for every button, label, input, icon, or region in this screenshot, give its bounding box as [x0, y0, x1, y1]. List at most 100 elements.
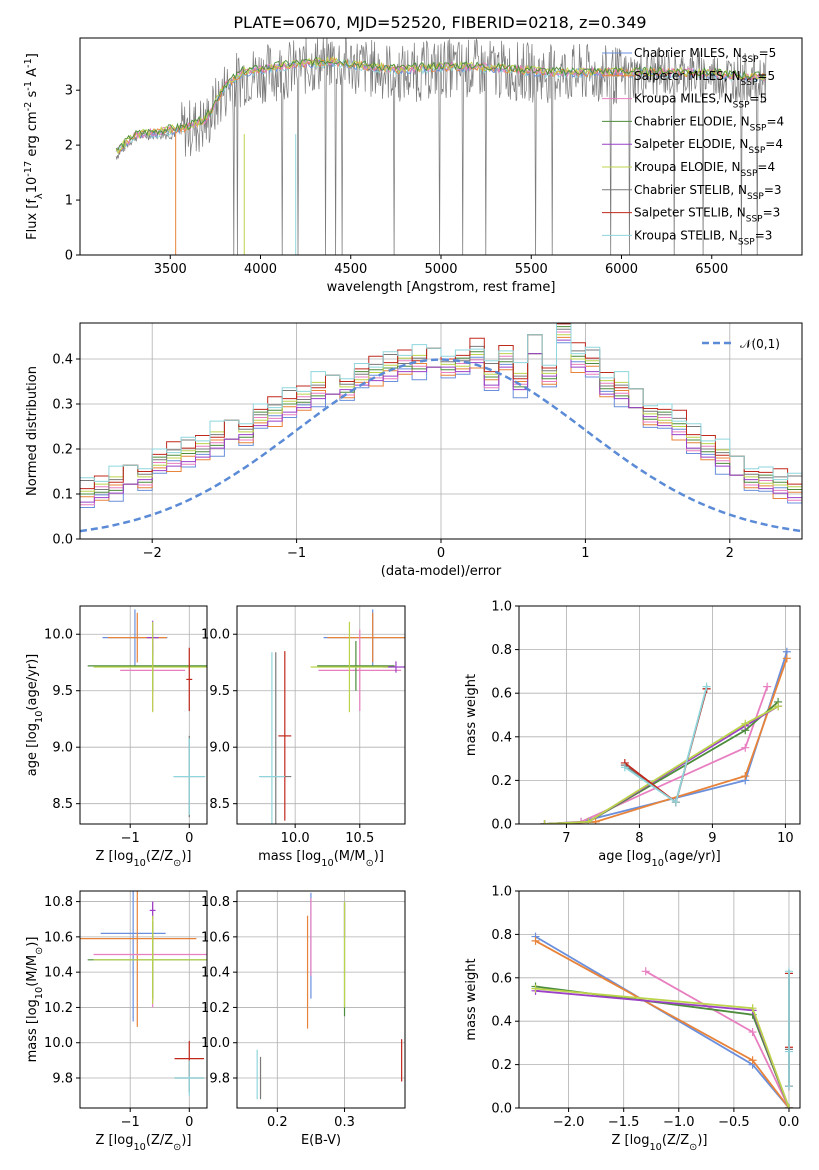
x-tick-label: 1	[581, 546, 589, 561]
x-tick-label: −1	[121, 831, 140, 846]
model-spectrum-3	[115, 56, 767, 151]
y-axis-label: mass weight	[464, 958, 479, 1040]
y-tick-label: 0.2	[491, 774, 512, 789]
weight-point-marker	[591, 817, 600, 824]
legend-entry: Chabrier ELODIE, NSSP=4	[634, 114, 784, 133]
weight-point-marker	[784, 1047, 793, 1056]
y-tick-label: 10.0	[44, 628, 73, 643]
y-tick-label: 9.8	[209, 1072, 230, 1087]
y-tick-label: 0.0	[491, 818, 512, 833]
plot-area	[80, 891, 207, 1096]
weight-point-marker	[741, 743, 750, 752]
x-tick-label: −0.5	[718, 1115, 750, 1130]
y-tick-label: 9.5	[209, 684, 230, 699]
weight-point-marker	[774, 702, 783, 711]
normal-reference-curve	[80, 358, 802, 533]
y-tick-label: 0.4	[491, 730, 512, 745]
x-tick-label: 3500	[154, 262, 187, 277]
axes-frame	[518, 605, 801, 825]
weight-point-marker	[784, 967, 793, 976]
chart-mass_vs_ebv: 0.2 0.3 9.8 10.0 10.2 10.4 10.6 10.8 E(B-V)	[201, 890, 406, 1148]
y-tick-label: 1.0	[491, 600, 512, 615]
x-tick-label: −1.5	[608, 1115, 640, 1130]
weight-point-marker	[671, 798, 680, 807]
x-tick-label: 10.0	[281, 831, 310, 846]
x-tick-label: 4000	[244, 262, 277, 277]
x-axis-label: E(B-V)	[301, 1133, 341, 1148]
weight-point-marker	[702, 682, 711, 691]
y-tick-label: 0.8	[491, 643, 512, 658]
y-axis-label: mass [log10(M/M⊙)]	[25, 937, 45, 1063]
y-axis-label: Flux [fλ10-17 erg cm-2 s-1 A-1]	[23, 53, 45, 240]
plot-area	[531, 932, 793, 1108]
y-tick-label: 3	[65, 84, 73, 99]
x-tick-label: 4500	[334, 262, 367, 277]
plot-area	[258, 609, 405, 824]
plot-area	[80, 323, 802, 533]
y-tick-label: 0.4	[491, 1015, 512, 1030]
y-tick-label: 8.5	[209, 797, 230, 812]
y-tick-label: 10.2	[44, 1001, 73, 1016]
y-tick-label: 0.2	[52, 443, 73, 458]
x-tick-label: −1.0	[663, 1115, 695, 1130]
y-tick-label: 10.0	[44, 1036, 73, 1051]
x-tick-label: 0	[185, 1115, 193, 1130]
legend-entry: Kroupa STELIB, NSSP=3	[634, 228, 772, 247]
weight-point-marker	[748, 1028, 757, 1037]
axes-frame	[518, 890, 801, 1109]
legend-entry: Salpeter MILES, NSSP=5	[634, 69, 775, 88]
y-tick-label: 9.5	[52, 684, 73, 699]
weight-point-marker	[748, 1004, 757, 1013]
weight-point-marker	[584, 817, 593, 824]
weight-point-marker	[782, 654, 791, 663]
weight-point-marker	[531, 984, 540, 993]
axes-frame	[79, 890, 208, 1109]
y-tick-label: 10.0	[201, 1036, 230, 1051]
x-tick-label: 0.0	[779, 1115, 800, 1130]
x-axis-label: Z [log10(Z/Z⊙)]	[612, 1133, 708, 1153]
legend-entry: Kroupa ELODIE, NSSP=4	[634, 160, 775, 179]
weight-point-marker	[540, 820, 549, 824]
x-axis-label: wavelength [Angstrom, rest frame]	[327, 280, 556, 295]
x-tick-label: 2	[726, 546, 734, 561]
chart-mass_vs_Z: −1 0 9.8 10.0 10.2 10.4 10.6 10.8 Z [log10(Z/Z⊙)…	[25, 890, 208, 1153]
y-tick-label: 0.0	[491, 1102, 512, 1117]
x-tick-label: 5500	[515, 262, 548, 277]
chart-age_vs_Z: −1 0 8.5 9.0 9.5 10.0 Z [log10(Z/Z⊙)] age [log1…	[25, 605, 208, 869]
y-axis-label: mass weight	[464, 674, 479, 756]
weight-point-marker	[531, 936, 540, 945]
y-tick-label: 10.8	[201, 895, 230, 910]
y-tick-label: 8.5	[52, 797, 73, 812]
x-tick-label: 0.3	[334, 1115, 355, 1130]
y-tick-label: 0.6	[491, 687, 512, 702]
y-axis-label: Normed distribution	[25, 366, 40, 496]
y-tick-label: 10.6	[201, 930, 230, 945]
plots-container: 3500 4000 4500 5000 5500 6000 6500 0 1 2 3 waveleng…	[23, 37, 803, 1153]
y-tick-label: 2	[65, 139, 73, 154]
figure-title: PLATE=0670, MJD=52520, FIBERID=0218, z=0…	[233, 13, 646, 32]
y-tick-label: 0.2	[491, 1058, 512, 1073]
y-tick-label: 0	[65, 249, 73, 264]
y-tick-label: 1.0	[491, 885, 512, 900]
x-tick-label: 5000	[424, 262, 457, 277]
y-tick-label: 10.0	[201, 628, 230, 643]
legend-entry: Chabrier MILES, NSSP=5	[634, 46, 776, 65]
x-tick-label: 0	[437, 546, 445, 561]
x-tick-label: 10.5	[345, 831, 374, 846]
x-tick-label: 6500	[695, 262, 728, 277]
weight-point-marker	[748, 1056, 757, 1065]
y-tick-label: 0.1	[52, 488, 73, 503]
y-tick-label: 0.6	[491, 971, 512, 986]
legend-entry: Chabrier STELIB, NSSP=3	[634, 183, 782, 202]
x-axis-label: (data-model)/error	[381, 564, 502, 579]
weight-point-marker	[641, 967, 650, 976]
chart-weight_vs_Z: −2.0 −1.5 −1.0 −0.5 0.0 0.0 0.2 0.4 0.6 0.8 1.0 Z […	[464, 885, 801, 1153]
histogram-series-8	[80, 323, 802, 494]
weight-line-5	[544, 705, 779, 824]
legend-entry: Salpeter ELODIE, NSSP=4	[634, 137, 783, 156]
axes-frame	[79, 605, 208, 825]
observed-spectrum	[115, 38, 767, 255]
chart-residual_hist: −2 −1 0 1 2 0.0 0.1 0.2 0.3 0.4 (data-model)/error…	[25, 322, 803, 579]
x-tick-label: −1	[287, 546, 306, 561]
